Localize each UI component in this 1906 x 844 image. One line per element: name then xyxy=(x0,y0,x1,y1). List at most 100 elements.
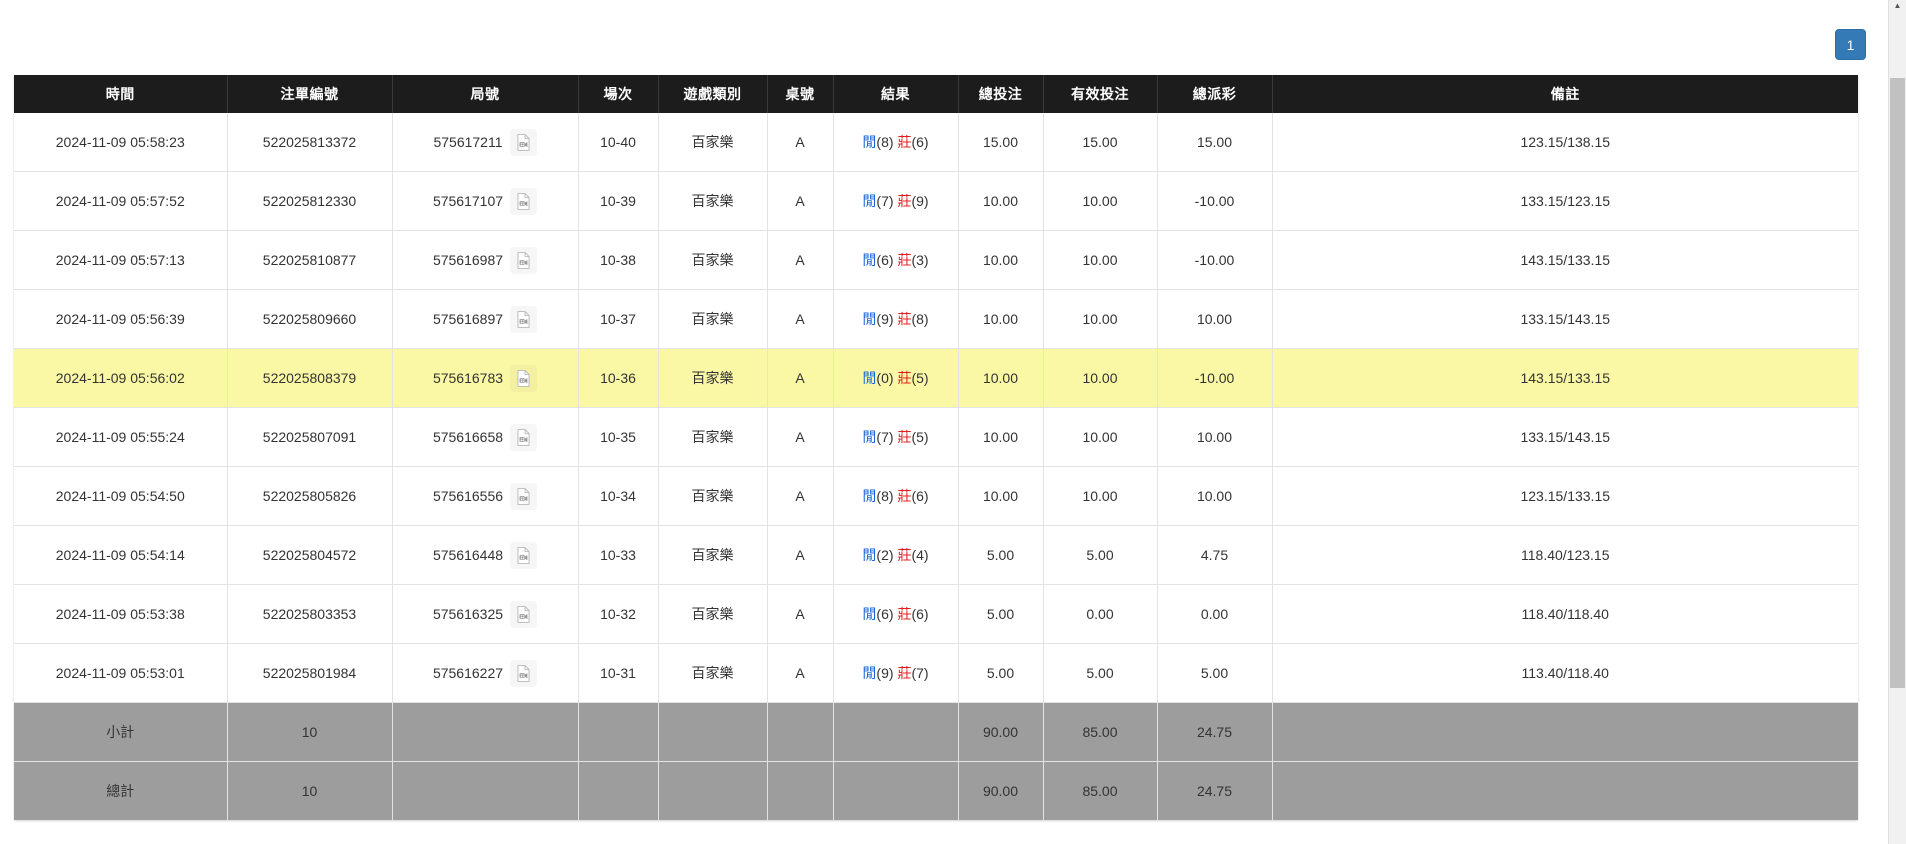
column-header-remark[interactable]: 備註 xyxy=(1272,75,1858,113)
result-banker-label: 莊 xyxy=(897,488,912,504)
column-header-game-type[interactable]: 遊戲類別 xyxy=(658,75,768,113)
table-row[interactable]: 2024-11-09 05:55:24 522025807091 575616658… xyxy=(14,407,1858,467)
summary-row: 小計 10 90.00 85.00 24.75 xyxy=(14,702,1858,762)
table-row[interactable]: 2024-11-09 05:58:23 522025813372 575617211… xyxy=(14,113,1858,172)
cell-table-no: A xyxy=(767,171,834,231)
column-header-round-no[interactable]: 局號 xyxy=(392,75,579,113)
result-banker-value: (7) xyxy=(911,665,929,681)
cell-valid-bet: 5.00 xyxy=(1043,525,1158,585)
pagination[interactable]: 1 xyxy=(1835,29,1866,60)
column-header-table-no[interactable]: 桌號 xyxy=(767,75,834,113)
result-player-value: (6) xyxy=(876,606,894,622)
round-no-text: 575616556 xyxy=(432,488,504,504)
table-row[interactable]: 2024-11-09 05:53:38 522025803353 575616325… xyxy=(14,584,1858,644)
round-no-text: 575616783 xyxy=(432,370,504,386)
cell-table-no: A xyxy=(767,643,834,703)
result-banker-label: 莊 xyxy=(897,429,912,445)
cell-order-no: 522025801984 xyxy=(227,643,393,703)
column-header-payout[interactable]: 總派彩 xyxy=(1157,75,1273,113)
video-replay-icon[interactable] xyxy=(510,423,538,451)
video-replay-icon[interactable] xyxy=(509,128,537,156)
cell-result: 閒(7) 莊(5) xyxy=(833,407,959,467)
result-banker-value: (6) xyxy=(911,606,929,622)
table-row[interactable]: 2024-11-09 05:57:13 522025810877 575616987… xyxy=(14,230,1858,290)
cell-valid-bet: 15.00 xyxy=(1043,113,1158,172)
video-replay-icon[interactable] xyxy=(510,541,538,569)
summary-round-no xyxy=(392,761,579,820)
cell-payout: 10.00 xyxy=(1157,289,1273,349)
video-replay-icon[interactable] xyxy=(510,187,538,215)
column-header-result[interactable]: 結果 xyxy=(833,75,959,113)
cell-time: 2024-11-09 05:56:02 xyxy=(14,348,228,408)
scrollbar-up-arrow[interactable]: ▲ xyxy=(1893,1,1902,10)
cell-game-type: 百家樂 xyxy=(658,407,768,467)
cell-remark: 133.15/143.15 xyxy=(1272,407,1858,467)
table-row[interactable]: 2024-11-09 05:57:52 522025812330 575617107… xyxy=(14,171,1858,231)
cell-order-no: 522025803353 xyxy=(227,584,393,644)
cell-session: 10-32 xyxy=(578,584,659,644)
cell-valid-bet: 5.00 xyxy=(1043,643,1158,703)
cell-game-type: 百家樂 xyxy=(658,584,768,644)
cell-total-bet: 10.00 xyxy=(958,230,1044,290)
video-replay-icon[interactable] xyxy=(510,482,538,510)
round-no-text: 575616987 xyxy=(432,252,504,268)
result-banker-value: (5) xyxy=(911,429,929,445)
cell-session: 10-31 xyxy=(578,643,659,703)
result-player-label: 閒 xyxy=(862,252,877,268)
cell-table-no: A xyxy=(767,407,834,467)
summary-game-type xyxy=(658,702,768,762)
table-header: 時間 注單編號 局號 場次 遊戲類別 桌號 結果 總投注 有效投注 總派彩 備註 xyxy=(14,75,1858,113)
cell-session: 10-34 xyxy=(578,466,659,526)
video-replay-icon[interactable] xyxy=(510,659,538,687)
round-no-text: 575617107 xyxy=(432,193,504,209)
table-row[interactable]: 2024-11-09 05:56:02 522025808379 575616783… xyxy=(14,348,1858,408)
cell-time: 2024-11-09 05:57:52 xyxy=(14,171,228,231)
scrollbar-thumb[interactable] xyxy=(1890,78,1905,688)
column-header-total-bet[interactable]: 總投注 xyxy=(958,75,1044,113)
video-replay-icon[interactable] xyxy=(510,364,538,392)
round-no-text: 575616448 xyxy=(432,547,504,563)
cell-total-bet: 10.00 xyxy=(958,348,1044,408)
summary-valid-bet: 85.00 xyxy=(1043,761,1158,820)
cell-payout: 15.00 xyxy=(1157,113,1273,172)
bet-records-table-container: 時間 注單編號 局號 場次 遊戲類別 桌號 結果 總投注 有效投注 總派彩 備註… xyxy=(14,75,1858,820)
table-row[interactable]: 2024-11-09 05:53:01 522025801984 575616227… xyxy=(14,643,1858,703)
result-player-value: (2) xyxy=(876,547,894,563)
table-row[interactable]: 2024-11-09 05:54:14 522025804572 575616448… xyxy=(14,525,1858,585)
cell-round-no: 575616783 xyxy=(392,348,579,408)
column-header-valid-bet[interactable]: 有效投注 xyxy=(1043,75,1158,113)
result-player-value: (8) xyxy=(876,134,894,150)
table-header-row: 時間 注單編號 局號 場次 遊戲類別 桌號 結果 總投注 有效投注 總派彩 備註 xyxy=(14,75,1858,113)
pagination-page-1[interactable]: 1 xyxy=(1835,29,1866,60)
cell-table-no: A xyxy=(767,113,834,172)
bet-records-table: 時間 注單編號 局號 場次 遊戲類別 桌號 結果 總投注 有效投注 總派彩 備註… xyxy=(14,75,1858,820)
cell-game-type: 百家樂 xyxy=(658,643,768,703)
video-replay-icon[interactable] xyxy=(510,305,538,333)
cell-table-no: A xyxy=(767,525,834,585)
table-row[interactable]: 2024-11-09 05:54:50 522025805826 575616556… xyxy=(14,466,1858,526)
cell-valid-bet: 10.00 xyxy=(1043,466,1158,526)
cell-payout: 10.00 xyxy=(1157,466,1273,526)
table-row[interactable]: 2024-11-09 05:56:39 522025809660 575616897… xyxy=(14,289,1858,349)
video-replay-icon[interactable] xyxy=(510,600,538,628)
column-header-order-no[interactable]: 注單編號 xyxy=(227,75,393,113)
column-header-session[interactable]: 場次 xyxy=(578,75,659,113)
cell-time: 2024-11-09 05:53:01 xyxy=(14,643,228,703)
cell-table-no: A xyxy=(767,348,834,408)
result-player-value: (0) xyxy=(876,370,894,386)
result-player-value: (9) xyxy=(876,311,894,327)
cell-table-no: A xyxy=(767,289,834,349)
cell-order-no: 522025810877 xyxy=(227,230,393,290)
cell-order-no: 522025812330 xyxy=(227,171,393,231)
video-replay-icon[interactable] xyxy=(510,246,538,274)
result-banker-value: (6) xyxy=(911,134,929,150)
round-no-text: 575616325 xyxy=(432,606,504,622)
cell-total-bet: 15.00 xyxy=(958,113,1044,172)
page-scrollbar[interactable]: ▲ xyxy=(1888,0,1906,844)
cell-round-no: 575617107 xyxy=(392,171,579,231)
cell-payout: 0.00 xyxy=(1157,584,1273,644)
cell-round-no: 575616227 xyxy=(392,643,579,703)
round-no-text: 575616227 xyxy=(432,665,504,681)
summary-total-bet: 90.00 xyxy=(958,761,1044,820)
column-header-time[interactable]: 時間 xyxy=(14,75,228,113)
